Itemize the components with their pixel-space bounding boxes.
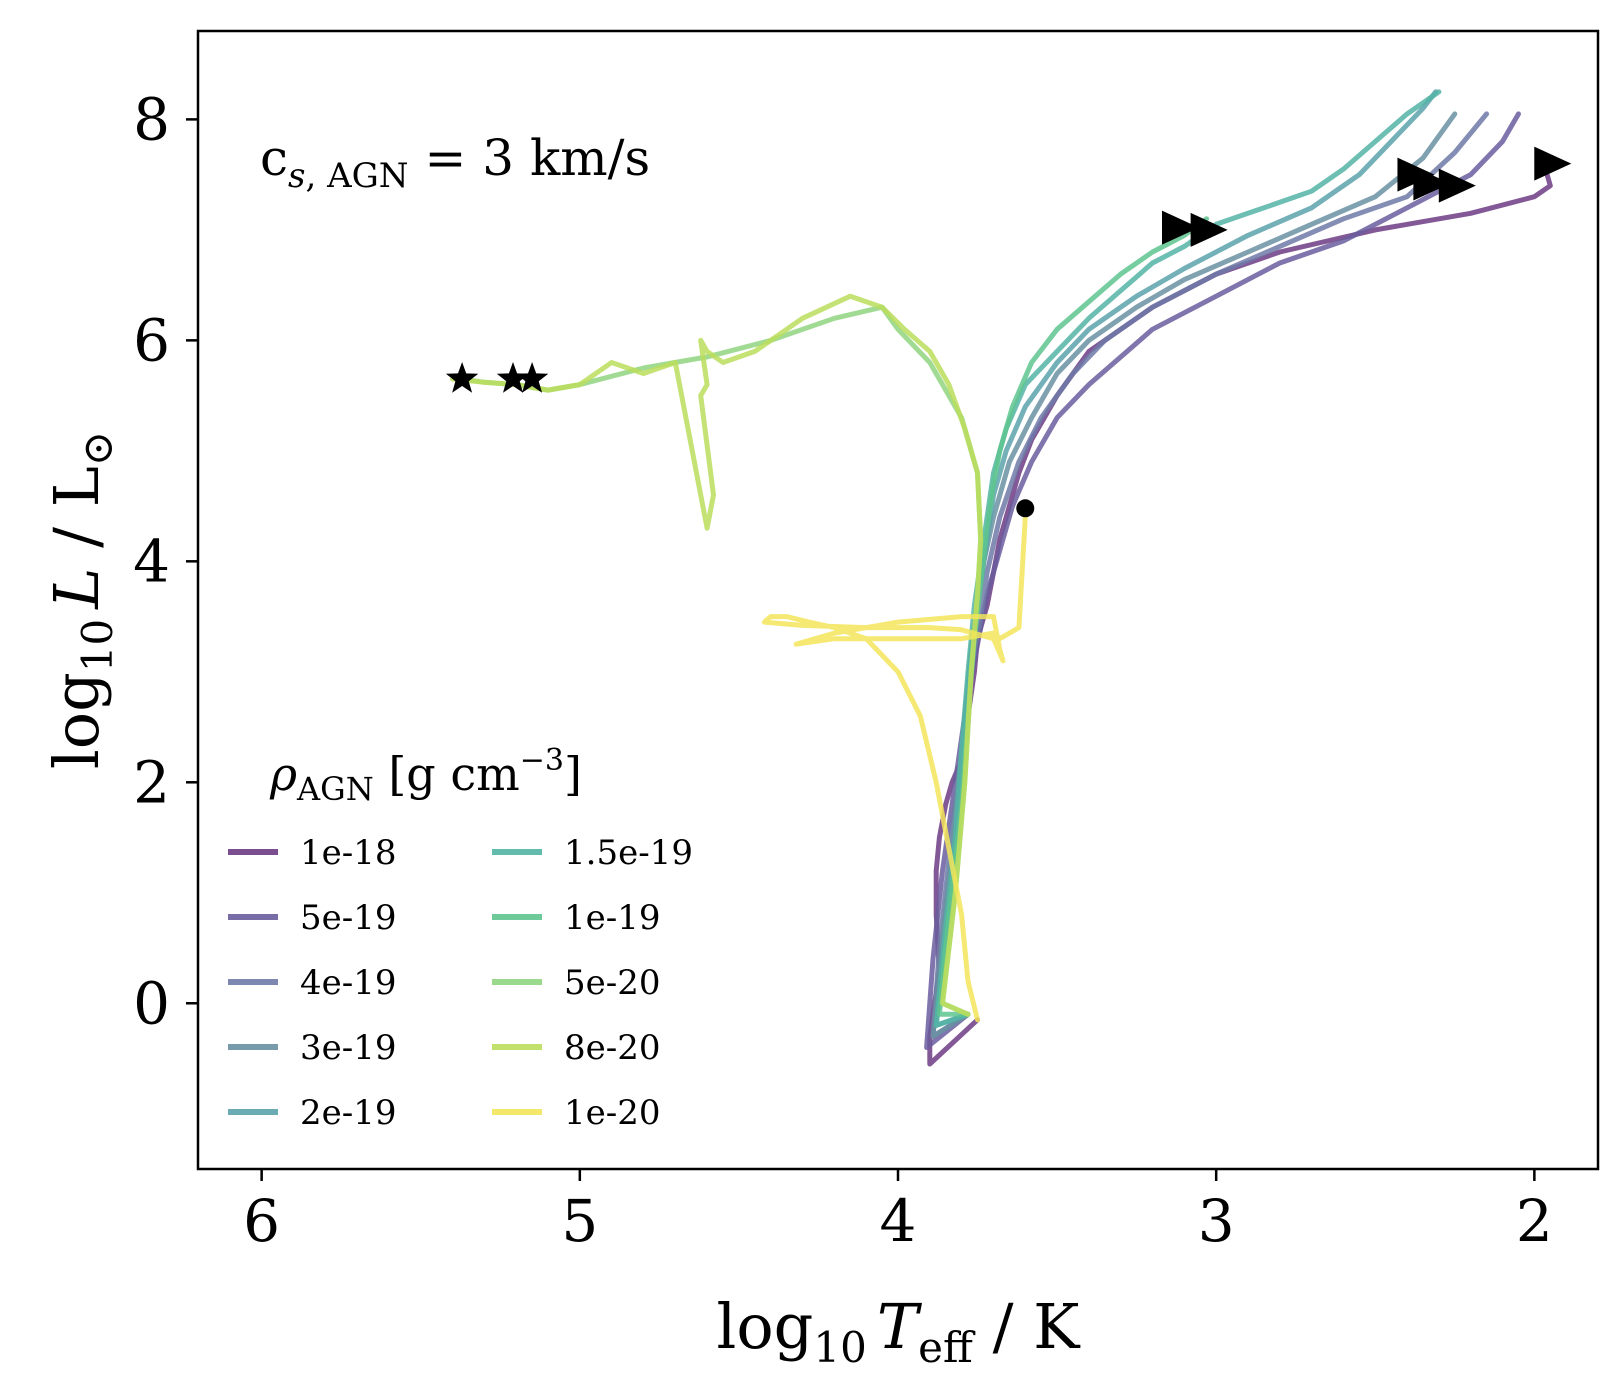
triangle-marker-4 (1438, 168, 1476, 203)
series-line-1e-20 (761, 514, 1028, 1023)
annotation-base: c (260, 129, 288, 187)
series-line-5e-19 (924, 111, 1521, 1050)
y-axis-ticks: 0 2 4 6 8 (133, 85, 198, 1037)
annotation-sub-italic: s (288, 156, 305, 196)
x-label-var-sub: eff (918, 1323, 976, 1372)
series-line-8e-20 (450, 293, 984, 1017)
legend-title-sup: −3 (520, 743, 564, 778)
y-label-sub: 10 (73, 619, 122, 672)
legend-title-symbol: ρ (269, 747, 297, 801)
legend-label-4e-19: 4e-19 (300, 963, 397, 1003)
y-tick-label: 6 (133, 306, 170, 374)
x-tick-label: 2 (1516, 1187, 1553, 1255)
annotation-rest: = 3 km/s (409, 129, 651, 187)
y-tick-label: 4 (133, 527, 170, 595)
triangle-marker-0 (1162, 210, 1199, 245)
legend-label-1e-19: 1e-19 (564, 898, 661, 938)
legend-label-1e-20: 1e-20 (564, 1093, 661, 1133)
y-label-sun: ⊙ (73, 431, 122, 466)
x-label-var: T (877, 1290, 923, 1363)
series-line-5e-20 (459, 304, 984, 1017)
y-tick-label: 0 (133, 969, 170, 1037)
legend: ρAGN [g cm−3] 1e-185e-194e-193e-192e-191… (228, 743, 693, 1133)
x-tick-label: 6 (243, 1187, 280, 1255)
x-tick-label: 5 (561, 1187, 598, 1255)
y-tick-label: 2 (133, 748, 170, 816)
x-label-suffix: / K (973, 1290, 1081, 1363)
legend-title-unit-open: [g cm (374, 747, 520, 801)
legend-title-sub: AGN (296, 770, 374, 808)
legend-label-3e-19: 3e-19 (300, 1028, 397, 1068)
y-tick-label: 8 (133, 85, 170, 153)
triangle-marker-5 (1534, 146, 1572, 181)
annotation-sub-rest: , AGN (305, 156, 408, 196)
y-label-var: L (40, 568, 113, 610)
dot-marker-0 (1016, 499, 1035, 518)
legend-label-8e-20: 8e-20 (564, 1028, 661, 1068)
x-axis-label: log10 Teff / K (717, 1290, 1082, 1372)
legend-title: ρAGN [g cm−3] (269, 743, 582, 808)
y-label-suffix: / L (40, 466, 113, 567)
x-tick-label: 4 (880, 1187, 917, 1255)
star-marker-0 (445, 362, 479, 393)
series-line-1e-18 (927, 161, 1553, 1067)
legend-label-5e-19: 5e-19 (300, 898, 397, 938)
star-marker-1 (496, 362, 530, 393)
series-line-4e-19 (930, 111, 1490, 1039)
y-label-prefix: log (40, 672, 113, 769)
legend-title-unit-close: ] (564, 747, 582, 801)
marker-layer (445, 146, 1572, 518)
series-layer (450, 89, 1553, 1067)
x-axis-ticks: 6 5 4 3 2 (243, 1169, 1553, 1255)
legend-label-2e-19: 2e-19 (300, 1093, 397, 1133)
legend-entries: 1e-18 5e-19 4e-19 3e-19 2e-19 1.5e-19 1e-19 5e-… (228, 833, 693, 1133)
triangle-marker-3 (1413, 166, 1451, 201)
y-axis-label: log10 L / L⊙ (40, 431, 122, 769)
triangle-marker-1 (1190, 212, 1228, 247)
x-label-prefix: log (717, 1290, 814, 1363)
annotation-text: cs, AGN = 3 km/s (260, 129, 650, 196)
x-label-sub: 10 (813, 1323, 866, 1372)
x-tick-label: 3 (1198, 1187, 1235, 1255)
legend-label-1e-18: 1e-18 (300, 833, 397, 873)
series-line-1.5e-19 (933, 89, 1442, 1028)
star-marker-2 (515, 362, 549, 393)
legend-label-5e-20: 5e-20 (564, 963, 661, 1003)
legend-label-1.5e-19: 1.5e-19 (564, 833, 693, 873)
series-line-3e-19 (930, 111, 1458, 1039)
